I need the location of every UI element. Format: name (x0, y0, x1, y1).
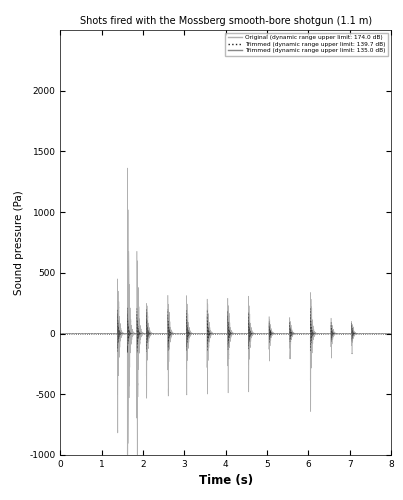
X-axis label: Time (s): Time (s) (199, 474, 253, 488)
Legend: Original (dynamic range upper limit: 174.0 dB), Trimmed (dynamic range upper lim: Original (dynamic range upper limit: 174… (225, 33, 388, 56)
Title: Shots fired with the Mossberg smooth-bore shotgun (1.1 m): Shots fired with the Mossberg smooth-bor… (80, 16, 372, 26)
Y-axis label: Sound pressure (Pa): Sound pressure (Pa) (14, 190, 24, 295)
